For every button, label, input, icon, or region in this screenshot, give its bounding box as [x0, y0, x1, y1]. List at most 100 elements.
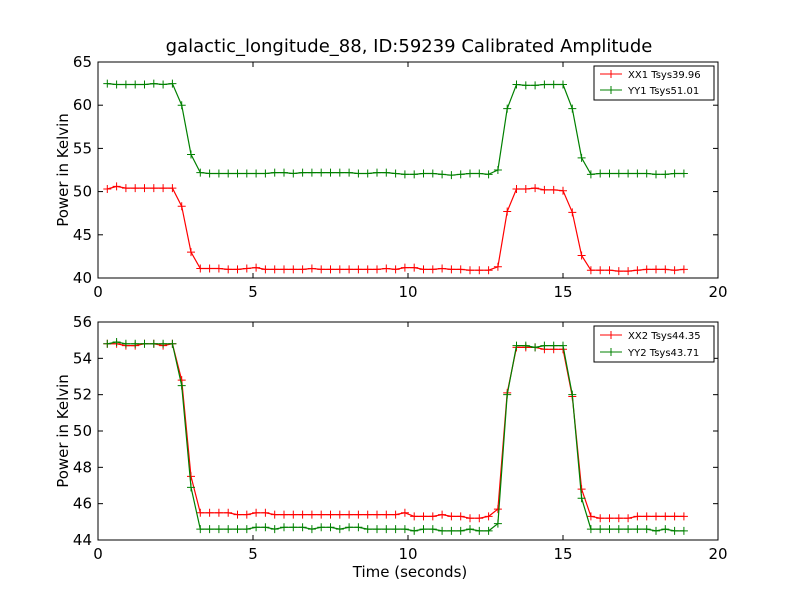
- top-legend: XX1 Tsys39.96 YY1 Tsys51.01: [593, 65, 715, 101]
- bottom-series-1-point: [624, 525, 633, 534]
- bottom-series-1-point: [140, 339, 149, 348]
- top-series-1-point: [633, 169, 642, 178]
- bottom-series-0-point: [335, 510, 344, 519]
- bottom-series-1-point: [382, 525, 391, 534]
- bottom-series-1-point: [289, 523, 298, 532]
- bottom-series-1-point: [354, 523, 363, 532]
- top-series-0-point: [419, 265, 428, 274]
- top-series-1-point: [373, 168, 381, 177]
- bottom-series-1-point: [475, 526, 484, 535]
- bottom-series-0-point: [652, 512, 660, 521]
- top-series-1-point: [242, 169, 251, 178]
- top-series-0-point: [242, 264, 251, 273]
- top-series-0-point: [140, 184, 149, 193]
- bottom-series-0-point: [605, 514, 614, 523]
- bottom-x-tick-label: 15: [553, 545, 572, 563]
- top-series-1-point: [187, 150, 195, 159]
- bottom-series-0-point: [400, 508, 409, 517]
- top-series-0-point: [363, 265, 372, 274]
- bottom-series-1-point: [131, 339, 140, 348]
- top-series-1-point: [438, 170, 447, 179]
- top-series-1-point: [428, 169, 437, 178]
- top-series-0-point: [549, 185, 558, 194]
- bottom-series-1-point: [242, 525, 251, 534]
- bottom-x-tick-label: 5: [248, 545, 258, 563]
- bottom-y-tick-label: 46: [73, 495, 92, 513]
- top-series-0-point: [391, 265, 400, 274]
- bottom-series-1-point: [187, 483, 195, 492]
- bottom-series-1-point: [642, 525, 651, 534]
- bottom-axis-ticks: 0 5 10 15 20 44 46 48 50 52 54 56: [73, 313, 728, 563]
- top-series-1-point: [400, 170, 409, 179]
- top-series-1-point: [624, 169, 633, 178]
- bottom-series-1-point: [531, 343, 540, 352]
- bottom-series-1-point: [614, 525, 623, 534]
- top-series-1-point: [679, 169, 688, 178]
- bottom-series-0-point: [475, 514, 484, 523]
- top-series-0-point: [373, 265, 381, 274]
- bottom-series-1-point: [428, 525, 437, 534]
- top-series-0-point: [261, 265, 270, 274]
- top-y-tick-label: 45: [73, 226, 92, 244]
- top-series-0-point: [410, 263, 419, 272]
- top-series-1-point: [261, 169, 270, 178]
- top-series-0-point: [214, 264, 223, 273]
- bottom-series-1-point: [224, 525, 233, 534]
- bottom-series-1-point: [363, 525, 372, 534]
- bottom-series-1-point: [559, 341, 567, 350]
- top-series-0-point: [298, 265, 307, 274]
- top-series-0-point: [224, 265, 233, 274]
- top-series-0-point: [642, 265, 651, 274]
- top-x-tick-label: 0: [93, 283, 103, 301]
- bottom-series-0-point: [679, 512, 688, 521]
- bottom-series-1-point: [177, 381, 186, 390]
- top-x-tick-label: 15: [553, 283, 572, 301]
- top-series-1-point: [112, 80, 121, 89]
- top-series-0-point: [670, 266, 679, 275]
- top-series-1-point: [456, 170, 465, 179]
- top-series-1-point: [596, 169, 605, 178]
- bottom-series-0-point: [373, 510, 381, 519]
- top-series-1-point: [149, 79, 158, 88]
- bottom-series-0-point: [642, 512, 651, 521]
- top-series-1-point: [521, 81, 530, 90]
- top-series-0-point: [577, 251, 586, 260]
- bottom-series-0-point: [187, 472, 195, 481]
- top-series-1-point: [466, 169, 474, 178]
- bottom-series-1-point: [335, 525, 344, 534]
- top-series-0-point: [503, 207, 512, 216]
- top-series-1-point: [652, 170, 660, 179]
- top-series-0-point: [270, 265, 279, 274]
- bottom-series-0-point: [345, 510, 354, 519]
- bottom-series-1-point: [317, 523, 326, 532]
- top-series-1-point: [549, 80, 558, 89]
- top-series-0-point: [252, 263, 261, 272]
- top-series-0-point: [624, 267, 633, 276]
- bottom-series-0-point: [270, 510, 279, 519]
- top-series-1-point: [280, 168, 288, 177]
- bottom-x-tick-label: 20: [708, 545, 727, 563]
- bottom-series-1-point: [205, 525, 214, 534]
- bottom-series-0-point: [586, 512, 595, 521]
- bottom-series-0-point: [447, 512, 456, 521]
- top-series-1-point: [614, 169, 623, 178]
- top-series-1-point: [159, 80, 168, 89]
- top-series-0-point: [614, 267, 623, 276]
- bottom-series-0-point: [419, 512, 428, 521]
- top-series-0-point: [568, 208, 577, 217]
- top-series-1-point: [493, 166, 502, 174]
- top-axis-ticks: 0 5 10 15 20 40 45 50 55 60 65: [73, 53, 728, 301]
- bottom-series-0-point: [363, 510, 372, 519]
- bottom-legend-marker-yy2: [607, 348, 615, 356]
- top-series-1-point: [484, 170, 493, 179]
- bottom-series-0-point: [307, 510, 316, 519]
- top-series-1-point: [410, 170, 419, 179]
- top-legend-label-xx1: XX1 Tsys39.96: [628, 70, 701, 81]
- top-series-1-point: [568, 104, 577, 113]
- bottom-series-1-point: [503, 390, 512, 399]
- top-series-1-point: [586, 170, 595, 179]
- top-series-1-point: [363, 169, 372, 178]
- bottom-x-tick-label: 0: [93, 545, 103, 563]
- bottom-series-0-point: [466, 514, 474, 523]
- top-legend-box: [593, 65, 715, 101]
